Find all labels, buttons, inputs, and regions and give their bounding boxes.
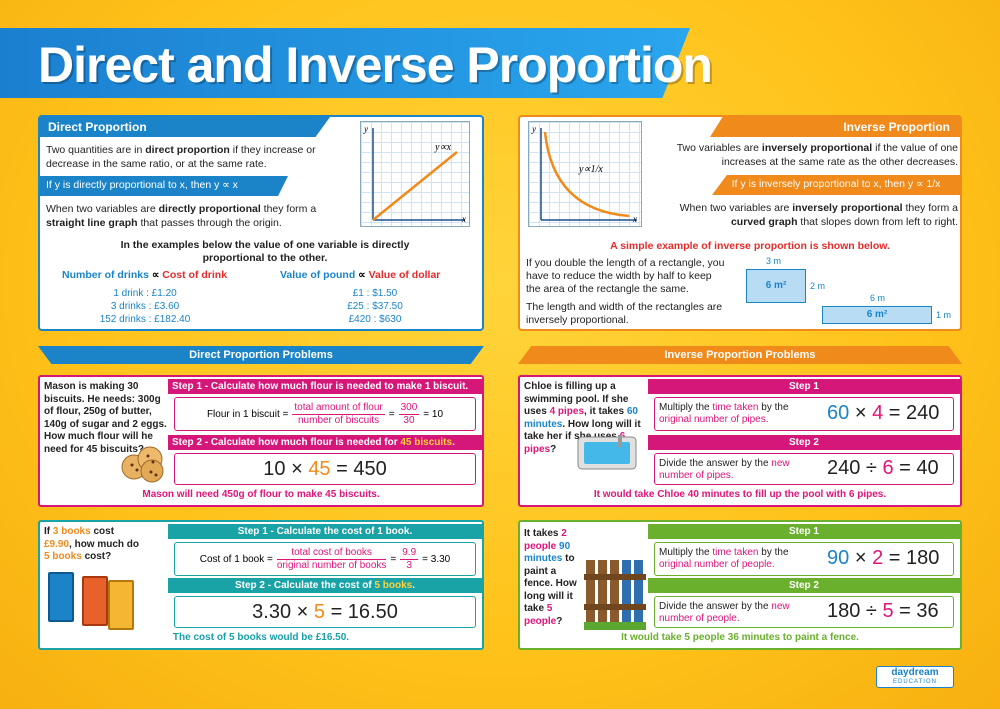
pound-heading: Value of pound ∝ Value of dollar [280, 269, 441, 281]
inverse-problem-2-step1-body: Multiply the time taken by the original … [654, 542, 954, 576]
inverse-problem-2-step2-body: Divide the answer by the new number of p… [654, 596, 954, 628]
pound-list: £1 : $1.50 £25 : $37.50 £420 : $630 [347, 288, 403, 325]
inverse-graph-label: y∝1/x [579, 164, 603, 175]
direct-graph: y x y∝x [360, 121, 470, 227]
direct-proportion-panel: Direct Proportion Two quantities are in … [38, 115, 484, 331]
inverse-problem-1-step2-text: Divide the answer by the new number of p… [659, 458, 790, 481]
direct-problem-1: Mason is making 30 biscuits. He needs: 3… [38, 375, 484, 507]
inverse-problem-2-step1-calc: 90 × 2 = 180 [827, 547, 940, 569]
direct-problems-header: Direct Proportion Problems [38, 346, 484, 364]
direct-problem-2: If 3 books cost £9.90, how much do 5 boo… [38, 520, 484, 650]
inverse-problem-2-step1-header: Step 1 [648, 524, 960, 539]
inverse-problem-2-step2-calc: 180 ÷ 5 = 36 [827, 600, 939, 622]
inverse-problem-1-step1-body: Multiply the time taken by the original … [654, 397, 954, 431]
direct-y-axis-label: y [364, 124, 368, 134]
direct-examples-heading: In the examples below the value of one v… [120, 239, 410, 264]
inverse-x-axis-label: x [633, 214, 637, 224]
direct-problem-2-step2-header: Step 2 - Calculate the cost of 5 books. [168, 578, 482, 593]
swimming-pool-icon [577, 435, 637, 470]
inverse-problem-1-step1-calc: 60 × 4 = 240 [827, 402, 940, 424]
title-banner [0, 28, 690, 98]
rect1: 6 m² [746, 269, 806, 303]
inverse-problem-1-step2-header: Step 2 [648, 435, 960, 450]
inverse-problem-1-step2-calc: 240 ÷ 6 = 40 [827, 457, 939, 479]
inverse-problem-1-step1-text: Multiply the time taken by the original … [659, 402, 789, 425]
direct-formula-band: If y is directly proportional to x, then… [40, 176, 288, 196]
inverse-graph: y x y∝1/x [528, 121, 642, 227]
inverse-graph-svg [540, 128, 637, 221]
direct-problem-1-step2-body: 10 × 45 = 450 [174, 453, 476, 485]
rect2-top-label: 6 m [870, 293, 886, 303]
drinks-heading: Number of drinks ∝ Cost of drink [62, 269, 228, 281]
direct-problem-2-step2-body: 3.30 × 5 = 16.50 [174, 596, 476, 628]
rect2: 6 m² [822, 306, 932, 324]
biscuits-icon [121, 446, 164, 483]
inverse-formula-band: If y is inversely proportional to x, the… [712, 175, 960, 195]
inverse-problem-2-step2-header: Step 2 [648, 578, 960, 593]
inverse-problem-2-conclusion: It would take 5 people 36 minutes to pai… [621, 632, 859, 643]
inverse-problems-header: Inverse Proportion Problems [518, 346, 962, 364]
direct-problem-1-question: Mason is making 30 biscuits. He needs: 3… [44, 381, 167, 455]
rect2-side-label: 1 m [936, 310, 952, 320]
inverse-problem-1-question: Chloe is filling up a swimming pool. If … [524, 381, 641, 455]
direct-para2: When two variables are directly proporti… [46, 203, 317, 229]
daydream-logo: daydream EDUCATION [876, 666, 954, 688]
inverse-intro: Two variables are inversely proportional… [676, 142, 958, 168]
inverse-problem-1-conclusion: It would take Chloe 40 minutes to fill u… [593, 489, 887, 500]
fence-icon [584, 560, 646, 630]
direct-problem-2-step1-body: Cost of 1 book = total cost of books orig… [174, 542, 476, 576]
inverse-y-axis-label: y [532, 124, 536, 134]
inverse-example-p2: The length and width of the rectangles a… [526, 301, 723, 326]
inverse-problem-1-step2-body: Divide the answer by the new number of p… [654, 453, 954, 485]
books-icon [46, 572, 166, 630]
inverse-problem-1-step1-header: Step 1 [648, 379, 960, 394]
direct-graph-label: y∝x [435, 142, 452, 153]
direct-problem-2-step1-header: Step 1 - Calculate the cost of 1 book. [168, 524, 482, 539]
inverse-problem-2-step1-text: Multiply the time taken by the original … [659, 547, 789, 570]
inverse-proportion-header: Inverse Proportion [710, 117, 960, 137]
inverse-example-p1: If you double the length of a rectangle,… [526, 257, 725, 295]
direct-intro: Two quantities are in direct proportion … [46, 144, 316, 170]
direct-proportion-header: Direct Proportion [40, 117, 330, 137]
direct-x-axis-label: x [462, 214, 466, 224]
inverse-problem-2: It takes 2 people 90 minutes to paint a … [518, 520, 962, 650]
inverse-para2: When two variables are inversely proport… [679, 202, 958, 228]
direct-problem-1-conclusion: Mason will need 450g of flour to make 45… [142, 489, 380, 500]
direct-graph-svg [372, 128, 465, 221]
inverse-example-heading: A simple example of inverse proportion i… [610, 240, 890, 252]
rect1-top-label: 3 m [766, 256, 782, 266]
page-title: Direct and Inverse Proportion [38, 37, 713, 93]
inverse-proportion-panel: Inverse Proportion y x y∝1/x Two variabl… [518, 115, 962, 331]
direct-problem-2-conclusion: The cost of 5 books would be £16.50. [172, 632, 350, 643]
inverse-problem-2-question: It takes 2 people 90 minutes to paint a … [524, 528, 577, 627]
direct-problem-1-step1-header: Step 1 - Calculate how much flour is nee… [168, 379, 482, 394]
inverse-problem-2-step2-text: Divide the answer by the new number of p… [659, 601, 790, 624]
direct-problem-1-step2-header: Step 2 - Calculate how much flour is nee… [168, 435, 482, 450]
inverse-problem-1: Chloe is filling up a swimming pool. If … [518, 375, 962, 507]
drinks-list: 1 drink : £1.20 3 drinks : £3.60 152 dri… [99, 288, 191, 325]
rect1-side-label: 2 m [810, 281, 826, 291]
direct-problem-2-question: If 3 books cost £9.90, how much do 5 boo… [44, 526, 140, 562]
direct-problem-1-step1-body: Flour in 1 biscuit = total amount of flo… [174, 397, 476, 431]
